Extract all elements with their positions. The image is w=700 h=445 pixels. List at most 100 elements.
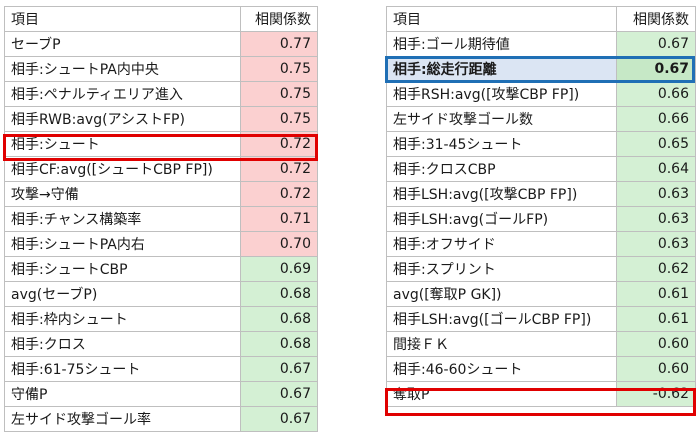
row-label: 相手RSH:avg([攻撃CBP FP]) <box>386 81 617 107</box>
column-header-value: 相関係数 <box>240 6 318 32</box>
table-row: 左サイド攻撃ゴール数 0.66 <box>386 106 696 132</box>
row-value: 0.67 <box>616 56 696 82</box>
table-row: 相手LSH:avg(ゴールFP) 0.63 <box>386 206 696 232</box>
left-correlation-table: 項目 相関係数 セーブP 0.77 相手:シュートPA内中央 0.75 相手:ペナルティ… <box>4 6 318 432</box>
column-header-item: 項目 <box>4 6 241 32</box>
table-row: 相手:シュート 0.72 <box>4 131 318 157</box>
row-value: 0.77 <box>240 31 318 57</box>
row-label: 相手LSH:avg([攻撃CBP FP]) <box>386 181 617 207</box>
table-row: avg(セーブP) 0.68 <box>4 281 318 307</box>
row-label: 相手:チャンス構築率 <box>4 206 241 232</box>
row-label: 相手:クロス <box>4 331 241 357</box>
table-row: 守備P 0.67 <box>4 381 318 407</box>
row-label: 相手:枠内シュート <box>4 306 241 332</box>
row-label: avg([奪取P GK]) <box>386 281 617 307</box>
row-label: 奪取P <box>386 381 617 407</box>
table-row: 相手:シュートCBP 0.69 <box>4 256 318 282</box>
table-row: 相手:シュートPA内中央 0.75 <box>4 56 318 82</box>
row-label: 相手:ゴール期待値 <box>386 31 617 57</box>
row-value: 0.68 <box>240 281 318 307</box>
table-row: 相手:31-45シュート 0.65 <box>386 131 696 157</box>
row-value: 0.69 <box>240 256 318 282</box>
row-value: 0.67 <box>240 356 318 382</box>
row-value: 0.75 <box>240 106 318 132</box>
row-label: セーブP <box>4 31 241 57</box>
row-value: -0.62 <box>616 381 696 407</box>
table-row: 奪取P -0.62 <box>386 381 696 407</box>
table-row: 相手:クロスCBP 0.64 <box>386 156 696 182</box>
row-label: 攻撃→守備 <box>4 181 241 207</box>
table-row: 相手RSH:avg([攻撃CBP FP]) 0.66 <box>386 81 696 107</box>
row-label: 相手:シュートPA内中央 <box>4 56 241 82</box>
table-row: 間接ＦＫ 0.60 <box>386 331 696 357</box>
row-value: 0.67 <box>240 406 318 432</box>
row-value: 0.62 <box>616 256 696 282</box>
row-label: 相手:31-45シュート <box>386 131 617 157</box>
table-row: 相手:61-75シュート 0.67 <box>4 356 318 382</box>
column-header-item: 項目 <box>386 6 617 32</box>
row-value: 0.72 <box>240 131 318 157</box>
row-label: 相手LSH:avg([ゴールCBP FP]) <box>386 306 617 332</box>
table-row: 相手RWB:avg(アシストFP) 0.75 <box>4 106 318 132</box>
table-row: 相手LSH:avg([ゴールCBP FP]) 0.61 <box>386 306 696 332</box>
row-label: 相手:シュートCBP <box>4 256 241 282</box>
table-row: 相手LSH:avg([攻撃CBP FP]) 0.63 <box>386 181 696 207</box>
table-row: 左サイド攻撃ゴール率 0.67 <box>4 406 318 432</box>
row-label: 相手:クロスCBP <box>386 156 617 182</box>
row-label: 相手:ペナルティエリア進入 <box>4 81 241 107</box>
row-label: 相手LSH:avg(ゴールFP) <box>386 206 617 232</box>
table-row: 相手:総走行距離 0.67 <box>386 56 696 82</box>
row-value: 0.71 <box>240 206 318 232</box>
row-value: 0.66 <box>616 81 696 107</box>
table-row: 相手:チャンス構築率 0.71 <box>4 206 318 232</box>
table-row: 相手:ゴール期待値 0.67 <box>386 31 696 57</box>
table-row: セーブP 0.77 <box>4 31 318 57</box>
row-label: 左サイド攻撃ゴール数 <box>386 106 617 132</box>
row-label: 相手:シュート <box>4 131 241 157</box>
row-label: 相手:61-75シュート <box>4 356 241 382</box>
row-value: 0.63 <box>616 206 696 232</box>
row-label: 相手CF:avg([シュートCBP FP]) <box>4 156 241 182</box>
table-row: 相手:クロス 0.68 <box>4 331 318 357</box>
table-header-row: 項目 相関係数 <box>386 6 696 32</box>
row-value: 0.67 <box>616 31 696 57</box>
table-row: 相手:ペナルティエリア進入 0.75 <box>4 81 318 107</box>
row-value: 0.72 <box>240 181 318 207</box>
row-value: 0.63 <box>616 181 696 207</box>
row-value: 0.64 <box>616 156 696 182</box>
row-label: 間接ＦＫ <box>386 331 617 357</box>
row-label: 相手:シュートPA内右 <box>4 231 241 257</box>
row-value: 0.60 <box>616 356 696 382</box>
row-label: 相手RWB:avg(アシストFP) <box>4 106 241 132</box>
row-value: 0.65 <box>616 131 696 157</box>
row-value: 0.63 <box>616 231 696 257</box>
table-row: 相手CF:avg([シュートCBP FP]) 0.72 <box>4 156 318 182</box>
row-label: avg(セーブP) <box>4 281 241 307</box>
row-label: 相手:スプリント <box>386 256 617 282</box>
row-label: 左サイド攻撃ゴール率 <box>4 406 241 432</box>
right-correlation-table: 項目 相関係数 相手:ゴール期待値 0.67 相手:総走行距離 0.67 相手RSH:a… <box>386 6 696 407</box>
row-label: 相手:総走行距離 <box>386 56 617 82</box>
row-value: 0.75 <box>240 81 318 107</box>
row-value: 0.66 <box>616 106 696 132</box>
table-row: 相手:46-60シュート 0.60 <box>386 356 696 382</box>
row-value: 0.75 <box>240 56 318 82</box>
table-row: 相手:シュートPA内右 0.70 <box>4 231 318 257</box>
row-value: 0.67 <box>240 381 318 407</box>
row-label: 相手:46-60シュート <box>386 356 617 382</box>
row-label: 相手:オフサイド <box>386 231 617 257</box>
row-value: 0.68 <box>240 331 318 357</box>
row-value: 0.72 <box>240 156 318 182</box>
table-row: 相手:枠内シュート 0.68 <box>4 306 318 332</box>
table-row: 攻撃→守備 0.72 <box>4 181 318 207</box>
row-value: 0.70 <box>240 231 318 257</box>
row-value: 0.60 <box>616 331 696 357</box>
row-value: 0.68 <box>240 306 318 332</box>
table-row: avg([奪取P GK]) 0.61 <box>386 281 696 307</box>
row-value: 0.61 <box>616 281 696 307</box>
table-header-row: 項目 相関係数 <box>4 6 318 32</box>
table-row: 相手:オフサイド 0.63 <box>386 231 696 257</box>
table-row: 相手:スプリント 0.62 <box>386 256 696 282</box>
column-header-value: 相関係数 <box>616 6 696 32</box>
row-label: 守備P <box>4 381 241 407</box>
